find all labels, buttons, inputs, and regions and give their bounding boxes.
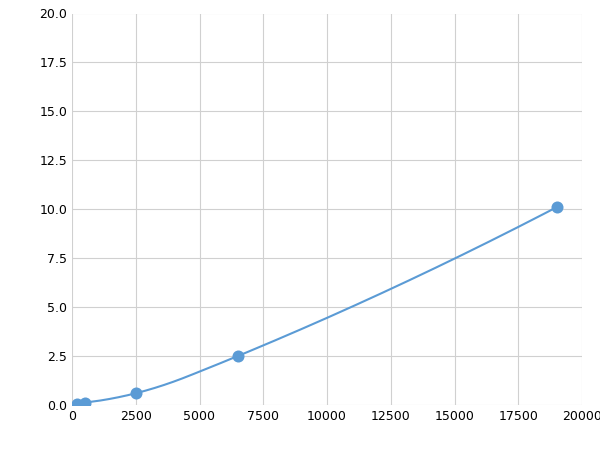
Point [552, 204, 562, 211]
Point [233, 352, 242, 360]
Point [131, 390, 140, 397]
Point [80, 399, 89, 406]
Point [72, 400, 82, 407]
